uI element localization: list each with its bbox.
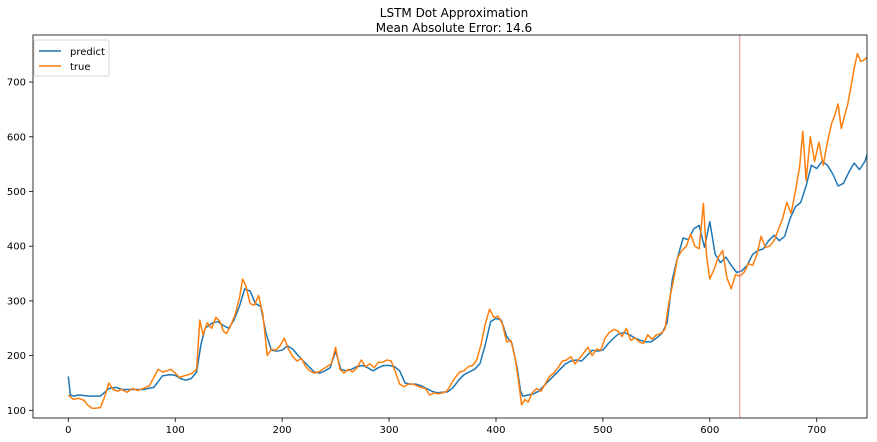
legend-label-true: true (70, 62, 91, 73)
x-tick-label: 200 (273, 425, 292, 436)
y-tick-label: 200 (7, 351, 26, 362)
x-tick-label: 300 (380, 425, 399, 436)
plot-frame (32, 34, 868, 419)
y-tick-label: 500 (7, 187, 26, 198)
y-tick-label: 300 (7, 296, 26, 307)
chart-subtitle: Mean Absolute Error: 14.6 (376, 21, 532, 35)
y-tick-label: 700 (7, 78, 26, 89)
legend-label-predict: predict (70, 47, 105, 58)
x-tick-label: 700 (807, 425, 826, 436)
x-tick-label: 0 (65, 425, 71, 436)
x-tick-label: 600 (700, 425, 719, 436)
y-tick-label: 600 (7, 132, 26, 143)
y-tick-label: 100 (7, 406, 26, 417)
legend: predict true (33, 39, 110, 77)
x-tick-label: 100 (166, 425, 185, 436)
series-line-predict (67, 152, 867, 397)
series-line-true (67, 52, 867, 409)
legend-box (33, 39, 110, 77)
x-tick-label: 400 (486, 425, 505, 436)
chart-title: LSTM Dot Approximation (380, 6, 528, 20)
x-tick-label: 500 (593, 425, 612, 436)
y-tick-label: 400 (7, 242, 26, 253)
plot-area: 0 100 200 300 400 500 600 700 100 200 300 400 500 600… (7, 34, 868, 436)
